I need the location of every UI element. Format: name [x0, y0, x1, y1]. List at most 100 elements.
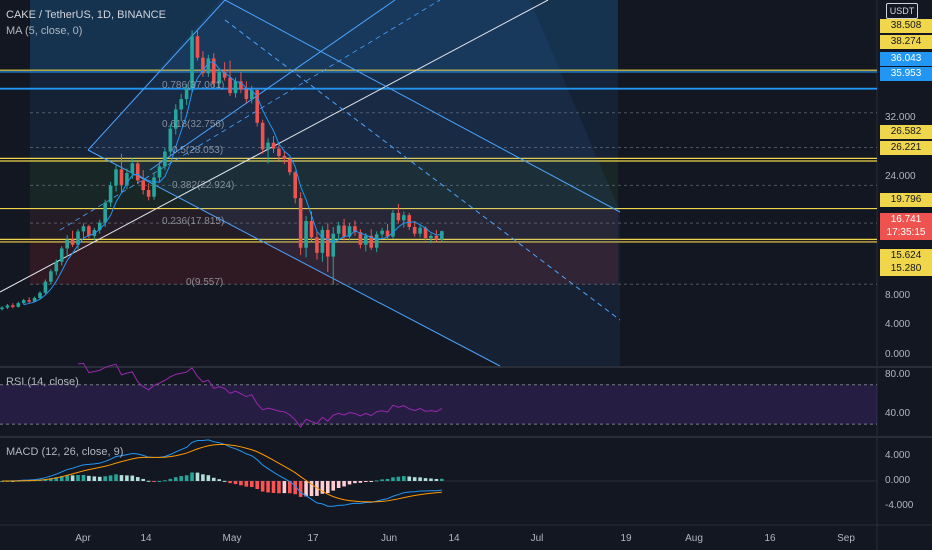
macd-bar [277, 481, 281, 494]
candle-body [70, 239, 75, 245]
candle-body [179, 99, 183, 110]
channel-line [224, 0, 621, 213]
candle-body [423, 227, 428, 239]
macd-bar [87, 475, 91, 481]
candle-body [163, 151, 167, 167]
macd-bar [418, 477, 422, 481]
fib-label: 0.236(17.815) [162, 215, 225, 227]
macd-bar [347, 481, 352, 485]
candle-body [391, 212, 395, 237]
candle-body [103, 202, 107, 223]
candle-body [440, 231, 444, 240]
price-tag: 26.221 [880, 141, 932, 155]
macd-bar [271, 481, 276, 493]
candle-body [369, 235, 374, 248]
macd-bar [70, 475, 75, 481]
candle-body [65, 239, 69, 249]
macd-bar [434, 478, 439, 481]
macd-bar [92, 476, 97, 481]
macd-bar [190, 472, 194, 481]
macd-bar [130, 475, 135, 481]
candle-body [336, 225, 341, 234]
macd-bar [81, 474, 86, 481]
fib-label: 0.382(22.924) [172, 180, 235, 192]
candle-body [396, 212, 401, 221]
macd-bar [298, 481, 303, 497]
symbol-legend[interactable]: CAKE / TetherUS, 1D, BINANCE [6, 9, 166, 21]
candle-body [255, 90, 260, 123]
time-axis-label: 14 [140, 533, 152, 544]
macd-histogram [0, 472, 444, 497]
macd-bar [266, 481, 270, 493]
macd-bar [217, 479, 221, 481]
time-axis-label: May [222, 533, 242, 544]
candle-body [358, 232, 363, 245]
zone-upper [30, 71, 618, 90]
candle-body [331, 233, 336, 257]
candle-body [119, 169, 124, 185]
candle-body [326, 229, 330, 257]
macd-bar [249, 481, 254, 488]
candle-body [287, 158, 292, 173]
macd-bar [402, 476, 406, 481]
price-axis-label: 0.000 [885, 348, 911, 360]
fib-label: 0.618(32.756) [162, 118, 225, 130]
macd-bar [364, 481, 368, 482]
candle-body [277, 148, 281, 157]
candle-body [92, 229, 97, 236]
macd-bar [244, 481, 249, 487]
candle-body [434, 235, 439, 240]
macd-bar [76, 475, 80, 481]
macd-bar [293, 481, 298, 495]
macd-legend[interactable]: MACD (12, 26, close, 9) [6, 446, 124, 458]
macd-bar [173, 477, 178, 481]
macd-bar [97, 476, 102, 481]
macd-bar [407, 476, 412, 481]
candle-body [249, 90, 254, 100]
channel-fill [88, 0, 620, 366]
candle-body [87, 226, 91, 236]
time-axis-label: Aug [685, 533, 703, 544]
macd-bar [358, 481, 363, 483]
macd-bar [108, 475, 113, 481]
candle-body [190, 36, 194, 88]
macd-bar [287, 481, 292, 494]
candle-body [266, 142, 270, 150]
candle-body [293, 172, 298, 199]
macd-bar [65, 475, 69, 481]
channel-line [149, 0, 396, 171]
price-tag: 16.741 [880, 213, 932, 227]
currency-badge[interactable]: USDT [886, 3, 918, 19]
macd-bar [54, 477, 59, 481]
candle-body [152, 177, 156, 197]
candle-body [380, 230, 384, 235]
candle-body [21, 300, 26, 304]
fib-label: 0.786(37.061) [162, 79, 225, 91]
candle-body [5, 305, 10, 308]
macd-bar [440, 478, 444, 481]
candle-body [298, 198, 303, 248]
macd-bar [163, 480, 167, 482]
macd-bar [201, 474, 205, 481]
macd-bar [326, 481, 330, 494]
time-axis-label: 14 [448, 533, 460, 544]
ma-legend[interactable]: MA (5, close, 0) [6, 25, 83, 37]
price-axis-label: 32.000 [885, 112, 916, 124]
rsi-legend[interactable]: RSI (14, close) [6, 376, 79, 388]
macd-bar [211, 477, 216, 481]
macd-bar [179, 476, 183, 481]
macd-bar [233, 481, 238, 485]
time-axis-label: Jul [530, 533, 544, 544]
channel-line [87, 149, 501, 367]
candle-body [108, 185, 113, 203]
candle-body [141, 180, 145, 191]
zone-thin [0, 239, 877, 242]
candle-body [429, 235, 433, 239]
macd-bar [0, 481, 4, 482]
candle-body [385, 230, 390, 237]
macd-bar [184, 475, 189, 481]
candle-body [38, 292, 42, 298]
candle-body [244, 89, 249, 100]
